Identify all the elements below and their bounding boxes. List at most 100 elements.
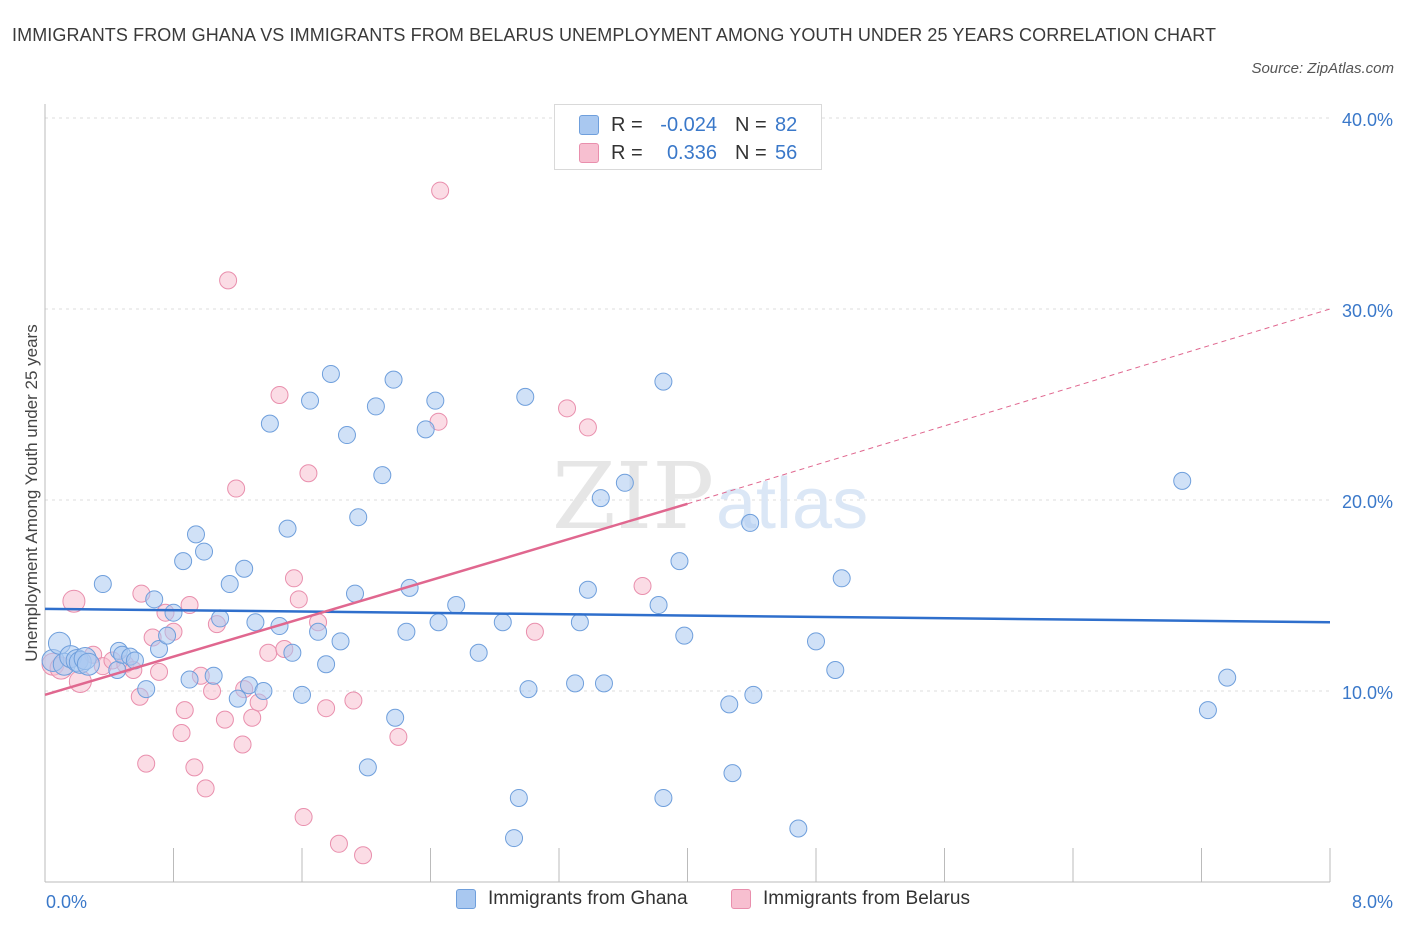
belarus-point [243,708,262,727]
legend-item-belarus[interactable]: Immigrants from Belarus [731,888,970,910]
ghana-point [789,819,808,838]
ghana-point [654,788,673,807]
legend-label-ghana: Immigrants from Ghana [488,888,688,909]
ghana-point [397,622,416,641]
belarus-point [578,418,597,437]
belarus-point [172,724,191,743]
ghana-swatch [579,115,599,135]
ghana-point [416,420,435,439]
belarus-point [558,399,577,418]
ghana-point [164,603,183,622]
belarus-point [294,808,313,827]
ghana-r-value: -0.024 [660,113,717,136]
source-label: Source: ZipAtlas.com [1251,60,1394,77]
grid-lines [45,117,1330,692]
belarus-point [354,846,373,865]
ghana-point [260,414,279,433]
ghana-point [615,473,634,492]
ghana-trend-line [44,607,1331,624]
ghana-point [158,626,177,645]
ghana-point [321,364,340,383]
belarus-trend-extension [687,308,1331,505]
ghana-point [309,622,328,641]
ghana-point [570,613,589,632]
ghana-point [670,552,689,571]
ghana-point [204,666,223,685]
watermark-atlas: atlas [716,464,868,544]
belarus-point [389,727,408,746]
ghana-point [228,689,247,708]
belarus-trend-line [44,502,688,697]
legend-label-belarus: Immigrants from Belarus [763,888,970,909]
legend-item-ghana[interactable]: Immigrants from Ghana [456,888,688,910]
belarus-point [431,181,450,200]
ghana-point [826,660,845,679]
ghana-point [1198,701,1217,720]
ghana-point [654,372,673,391]
ghana-point [519,680,538,699]
n-label: N = [735,113,767,136]
x-tick-label: 8.0% [1352,892,1393,912]
belarus-point [329,834,348,853]
belarus-point [633,576,652,595]
ghana-point [741,513,760,532]
trend-lines [44,308,1331,697]
ghana-point [278,519,297,538]
belarus-point [284,569,303,588]
ghana-point [150,639,169,658]
ghana-point [493,613,512,632]
tick-labels: 10.0% 20.0% 30.0% 40.0% 0.0% 8.0% [46,110,1393,912]
ghana-point [174,552,193,571]
belarus-point [175,701,194,720]
ghana-point [283,643,302,662]
belarus-point [344,691,363,710]
ghana-point [293,685,311,704]
ghana-point [594,674,613,693]
belarus-point [219,271,238,290]
belarus-point [227,479,246,498]
ghana-point [429,613,448,632]
belarus-point [185,758,204,777]
ghana-point [832,569,851,588]
ghana-points [41,364,1237,848]
ghana-point [337,426,356,445]
ghana-point [578,580,597,599]
ghana-point [384,370,403,389]
ghana-swatch [456,889,476,909]
r-label: R = [611,113,643,136]
ghana-point [366,397,385,416]
ghana-point [1218,668,1237,687]
ghana-point [195,542,214,561]
ghana-point [516,387,535,406]
ghana-point [246,613,265,632]
r-label: R = [611,141,643,164]
ghana-point [317,655,336,674]
correlation-legend: R = -0.024 N = 82 R = 0.336 N = 56 [554,104,822,170]
ghana-point [447,596,466,615]
ghana-point [358,758,377,777]
belarus-point [203,682,222,700]
ghana-point [505,829,524,848]
ghana-point [744,685,763,704]
ghana-point [386,708,405,727]
belarus-point [233,735,252,754]
ghana-point [723,764,742,783]
watermark: ZIP atlas [552,443,868,550]
chart-title: IMMIGRANTS FROM GHANA VS IMMIGRANTS FROM… [12,25,1217,45]
ghana-point [720,695,739,714]
watermark-zip: ZIP [552,443,714,550]
ghana-point [93,575,112,594]
ghana-point [211,609,230,628]
ghana-n-value: 82 [775,113,798,136]
belarus-point [137,754,156,773]
belarus-r-value: 0.336 [666,141,717,164]
ghana-point [566,674,585,693]
ghana-point [373,466,392,485]
ghana-point [137,680,156,699]
ghana-point [331,632,350,651]
series-legend: Immigrants from Ghana Immigrants from Be… [0,888,1406,916]
belarus-point [270,385,289,404]
ghana-point [76,652,100,676]
ghana-point [180,670,199,689]
